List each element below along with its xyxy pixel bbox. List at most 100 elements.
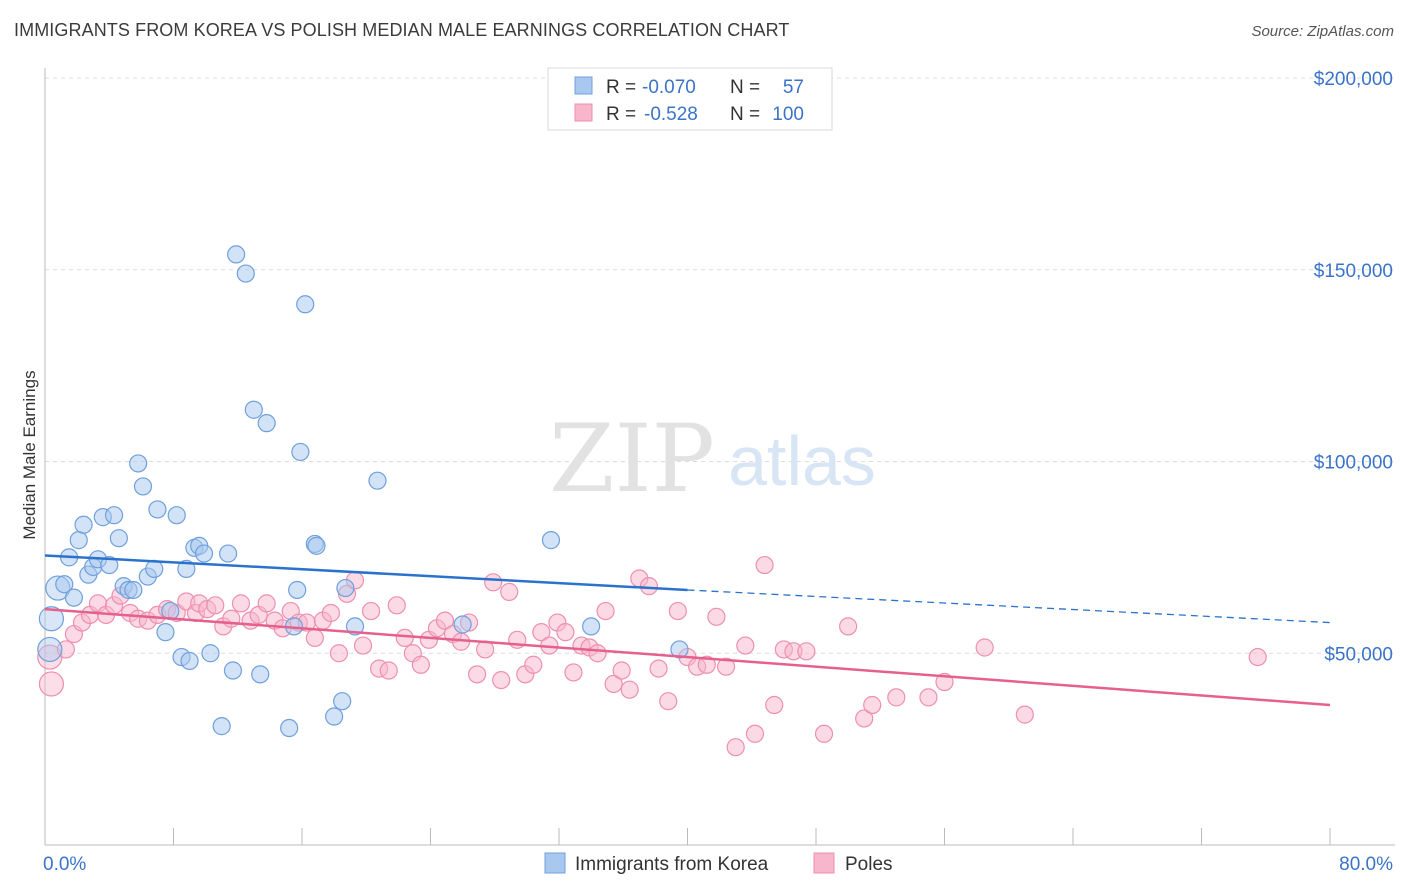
korea-point xyxy=(219,544,238,563)
korea-point xyxy=(104,506,124,525)
korea-point xyxy=(368,471,387,490)
korea-point xyxy=(670,640,689,659)
korea-n-label: N = xyxy=(730,77,760,98)
poles-point xyxy=(668,601,687,621)
poles-point xyxy=(620,680,639,699)
legend-poles-label: Poles xyxy=(845,854,893,875)
korea-point xyxy=(109,529,128,548)
poles-point xyxy=(919,688,938,707)
y-tick-label: $150,000 xyxy=(1314,261,1393,282)
korea-point xyxy=(133,477,153,496)
poles-point xyxy=(556,623,575,642)
poles-point xyxy=(736,636,755,655)
korea-point xyxy=(251,665,270,684)
korea-point xyxy=(296,295,315,314)
korea-point xyxy=(223,661,243,680)
poles-n-label: N = xyxy=(730,104,760,125)
x-tick-labels: 0.0% 80.0% xyxy=(43,854,1393,875)
korea-point xyxy=(145,559,164,578)
legend-poles-swatch xyxy=(813,852,835,874)
poles-point xyxy=(524,655,543,674)
poles-r-label: R = xyxy=(606,104,636,125)
poles-point xyxy=(353,636,373,655)
poles-point xyxy=(855,709,874,728)
korea-point xyxy=(55,575,74,594)
poles-point xyxy=(435,611,455,630)
poles-point xyxy=(639,577,659,596)
x-tick-label-min: 0.0% xyxy=(43,854,86,875)
series-legend: Immigrants from Korea Poles xyxy=(544,852,893,875)
poles-point xyxy=(596,601,615,621)
korea-point xyxy=(194,544,214,563)
poles-r-value: -0.528 xyxy=(644,104,698,125)
poles-point xyxy=(765,695,784,715)
korea-point xyxy=(201,644,220,663)
korea-n-value: 57 xyxy=(783,77,804,98)
x-tick-label-max: 80.0% xyxy=(1339,854,1393,875)
poles-point xyxy=(467,665,487,684)
poles-point xyxy=(564,663,583,682)
poles-point xyxy=(839,617,858,636)
poles-point xyxy=(379,661,398,680)
korea-point xyxy=(453,615,472,634)
poles-point xyxy=(1015,705,1034,724)
korea-trend-extension xyxy=(687,589,1331,624)
watermark-atlas: atlas xyxy=(728,422,876,500)
poles-point xyxy=(649,659,668,678)
poles-point xyxy=(588,644,607,663)
korea-point xyxy=(288,580,307,600)
poles-point xyxy=(500,582,519,601)
korea-point xyxy=(148,500,167,519)
poles-point xyxy=(697,655,716,674)
korea-point xyxy=(541,531,561,550)
poles-point xyxy=(604,674,623,694)
poles-point xyxy=(726,738,745,757)
korea-point xyxy=(180,651,199,671)
korea-point xyxy=(280,718,299,738)
korea-points xyxy=(37,245,689,738)
poles-point xyxy=(206,596,225,615)
y-tick-labels: $200,000 $150,000 $100,000 $50,000 xyxy=(1314,69,1393,665)
korea-point xyxy=(69,531,88,550)
watermark-zip: ZIP xyxy=(549,405,715,514)
korea-point xyxy=(582,617,601,636)
poles-point xyxy=(1248,647,1267,667)
legend-korea-swatch xyxy=(544,852,566,874)
poles-trend-line xyxy=(44,607,1331,707)
poles-point xyxy=(38,671,65,697)
source-label: Source: ZipAtlas.com xyxy=(1251,23,1394,40)
poles-point xyxy=(814,724,834,743)
korea-point xyxy=(336,578,355,598)
korea-point xyxy=(212,717,231,736)
trend-lines xyxy=(44,554,1331,707)
poles-point xyxy=(305,628,324,648)
korea-point xyxy=(74,515,93,534)
y-tick-label: $200,000 xyxy=(1314,69,1393,90)
korea-swatch xyxy=(574,76,593,95)
poles-point xyxy=(755,555,774,575)
poles-point xyxy=(395,628,414,648)
poles-swatch xyxy=(574,103,593,122)
korea-point xyxy=(124,580,143,600)
y-tick-label: $50,000 xyxy=(1324,644,1393,665)
korea-point xyxy=(100,555,119,575)
y-tick-label: $100,000 xyxy=(1314,453,1393,474)
axes xyxy=(44,68,1395,846)
stats-legend-box xyxy=(547,67,833,131)
poles-point xyxy=(797,642,816,661)
poles-point xyxy=(387,596,406,615)
korea-r-value: -0.070 xyxy=(642,77,696,98)
poles-point xyxy=(329,644,349,663)
korea-point xyxy=(345,617,365,636)
korea-point xyxy=(177,559,196,578)
poles-point xyxy=(257,594,276,613)
korea-point xyxy=(236,264,255,283)
korea-point xyxy=(64,588,84,607)
korea-point xyxy=(167,506,186,525)
korea-point xyxy=(257,414,276,433)
korea-point xyxy=(156,623,175,642)
korea-point xyxy=(37,636,63,663)
poles-point xyxy=(863,695,882,715)
korea-point xyxy=(244,400,263,419)
